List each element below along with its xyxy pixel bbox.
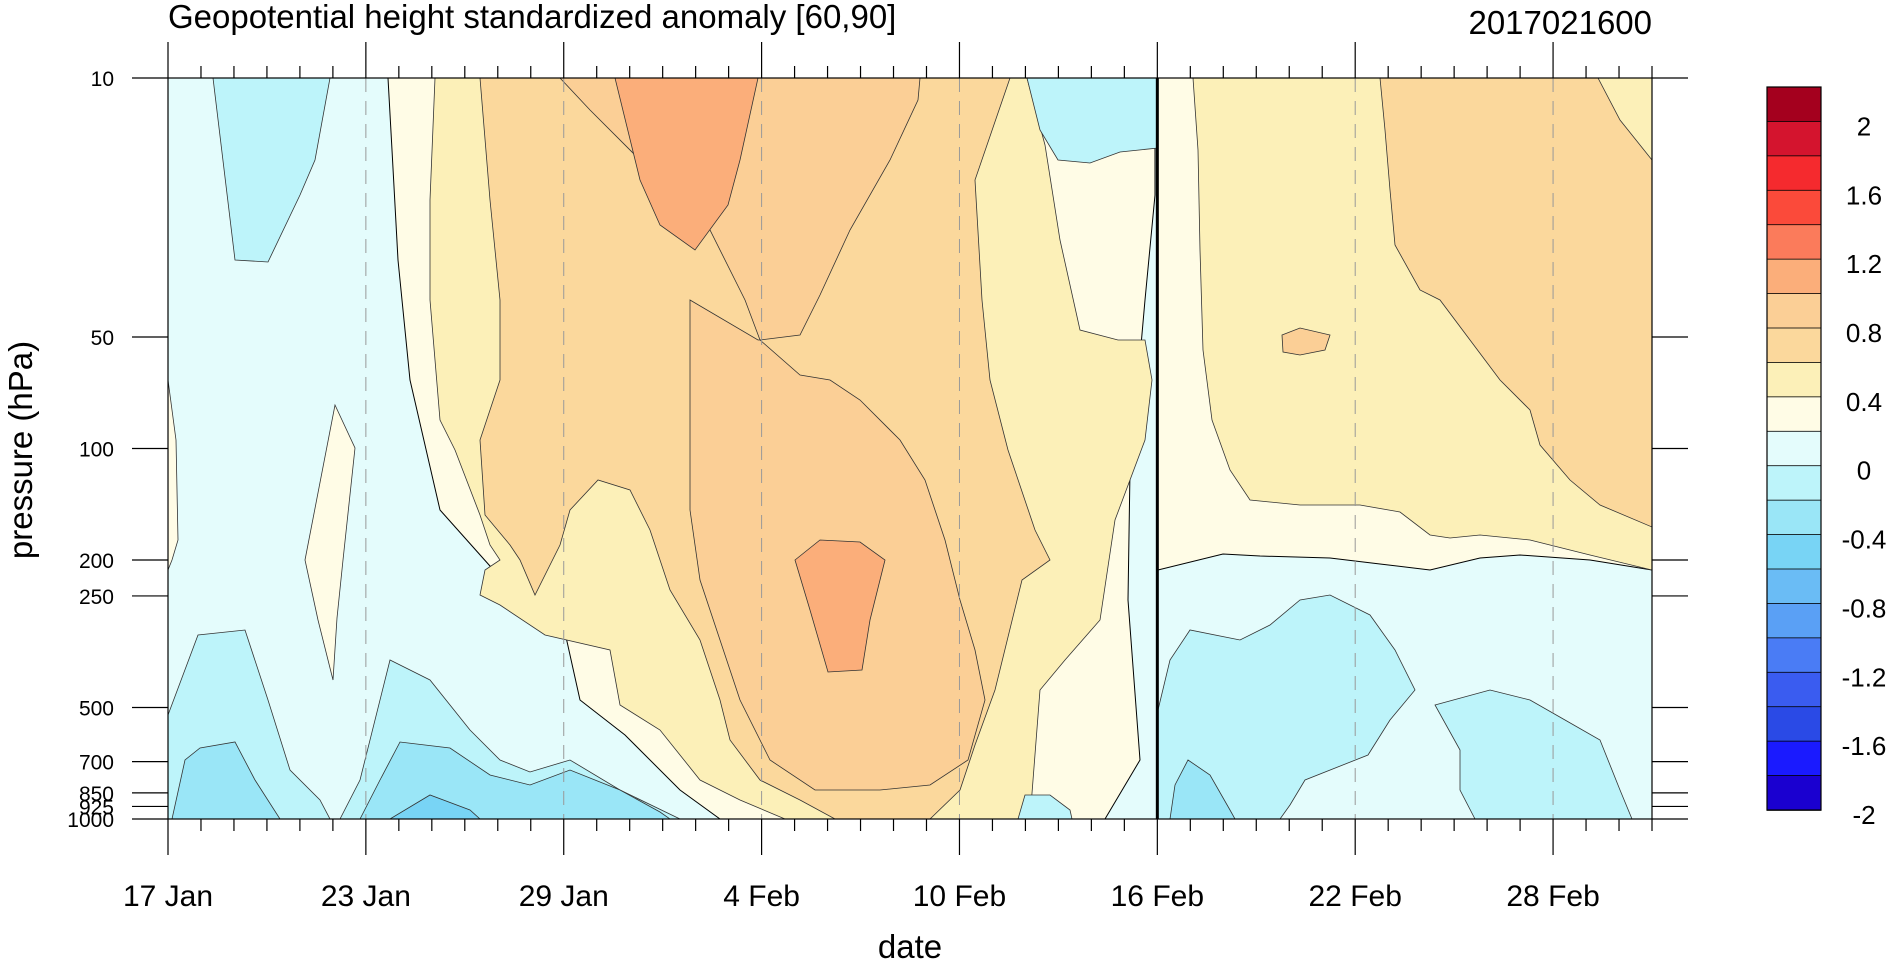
contour-region bbox=[1281, 327, 1331, 356]
y-tick-label: 500 bbox=[79, 697, 114, 720]
x-tick-label: 16 Feb bbox=[1111, 880, 1204, 913]
colorbar-label: -2 bbox=[1852, 800, 1875, 830]
colorbar-swatch bbox=[1766, 465, 1822, 501]
chart-title: Geopotential height standardized anomaly… bbox=[168, 0, 896, 35]
contour-region bbox=[1169, 759, 1236, 819]
contour-region bbox=[1157, 594, 1416, 819]
colorbar-swatch bbox=[1766, 121, 1822, 157]
colorbar-label: 1.2 bbox=[1846, 249, 1882, 279]
colorbar-swatch bbox=[1766, 396, 1822, 433]
colorbar: 2 1.6 1.2 0.8 0.4 0 -0.4 -0.8 -1.2 -1.6 -2 bbox=[1766, 86, 1887, 830]
colorbar-label: -0.8 bbox=[1842, 593, 1887, 623]
y-tick-label: 1000 bbox=[67, 809, 114, 832]
colorbar-swatch bbox=[1766, 706, 1822, 742]
colorbar-label: 0 bbox=[1857, 456, 1871, 486]
colorbar-frame bbox=[1766, 86, 1822, 811]
date-gridlines bbox=[365, 78, 1554, 819]
y-tick-label: 200 bbox=[79, 550, 114, 573]
contour-region bbox=[1017, 794, 1073, 819]
y-tick-label: 100 bbox=[79, 439, 114, 462]
x-tick-label: 17 Jan bbox=[123, 880, 213, 913]
colorbar-label: -1.2 bbox=[1842, 662, 1887, 692]
y-tick-label: 10 bbox=[91, 68, 114, 91]
colorbar-swatch bbox=[1766, 568, 1822, 605]
colorbar-label: 1.6 bbox=[1846, 180, 1882, 210]
colorbar-swatch bbox=[1766, 362, 1822, 398]
colorbar-swatch bbox=[1766, 224, 1822, 260]
colorbar-swatch bbox=[1766, 189, 1822, 226]
x-tick-label: 10 Feb bbox=[913, 880, 1006, 913]
contour-region bbox=[794, 539, 886, 673]
colorbar-swatch bbox=[1766, 740, 1822, 777]
timestamp-label: 2017021600 bbox=[1468, 4, 1652, 41]
x-axis-title: date bbox=[878, 928, 942, 963]
contour-region bbox=[614, 78, 759, 251]
colorbar-swatch bbox=[1766, 86, 1822, 123]
colorbar-swatch bbox=[1766, 155, 1822, 192]
contour-region bbox=[304, 403, 356, 681]
x-axis: 17 Jan 23 Jan 29 Jan 4 Feb 10 Feb 16 Feb 22 Fe… bbox=[123, 42, 1653, 913]
y-tick-label: 250 bbox=[79, 586, 114, 609]
colorbar-label: 2 bbox=[1857, 111, 1871, 141]
colorbar-swatch bbox=[1766, 430, 1822, 467]
contour-region bbox=[168, 78, 179, 571]
colorbar-swatch bbox=[1766, 258, 1822, 295]
contour-region bbox=[1434, 689, 1633, 819]
contour-region bbox=[1379, 78, 1652, 528]
y-tick-label: 50 bbox=[91, 327, 114, 350]
contour-field bbox=[168, 78, 1652, 819]
x-tick-label: 29 Jan bbox=[519, 880, 609, 913]
colorbar-swatch bbox=[1766, 671, 1822, 708]
y-tick-label: 850 bbox=[79, 783, 114, 806]
contour-region bbox=[171, 741, 281, 819]
colorbar-swatch bbox=[1766, 293, 1822, 329]
x-tick-label: 23 Jan bbox=[321, 880, 411, 913]
x-tick-label: 4 Feb bbox=[723, 880, 800, 913]
colorbar-label: 0.8 bbox=[1846, 318, 1882, 348]
colorbar-label: -1.6 bbox=[1842, 731, 1887, 761]
contour-region bbox=[212, 78, 331, 263]
colorbar-label: 0.4 bbox=[1846, 387, 1882, 417]
contour-region bbox=[389, 794, 481, 819]
y-tick-label: 700 bbox=[79, 752, 114, 775]
colorbar-label: -0.4 bbox=[1842, 525, 1887, 555]
y-axis-title: pressure (hPa) bbox=[2, 341, 39, 559]
colorbar-swatch bbox=[1766, 637, 1822, 674]
colorbar-swatch bbox=[1766, 603, 1822, 639]
colorbar-swatch bbox=[1766, 534, 1822, 570]
colorbar-swatch bbox=[1766, 775, 1822, 811]
x-tick-label: 28 Feb bbox=[1506, 880, 1599, 913]
y-tick-label: 925 bbox=[79, 796, 114, 819]
colorbar-swatch bbox=[1766, 327, 1822, 364]
colorbar-swatch bbox=[1766, 499, 1822, 536]
x-tick-label: 22 Feb bbox=[1308, 880, 1401, 913]
